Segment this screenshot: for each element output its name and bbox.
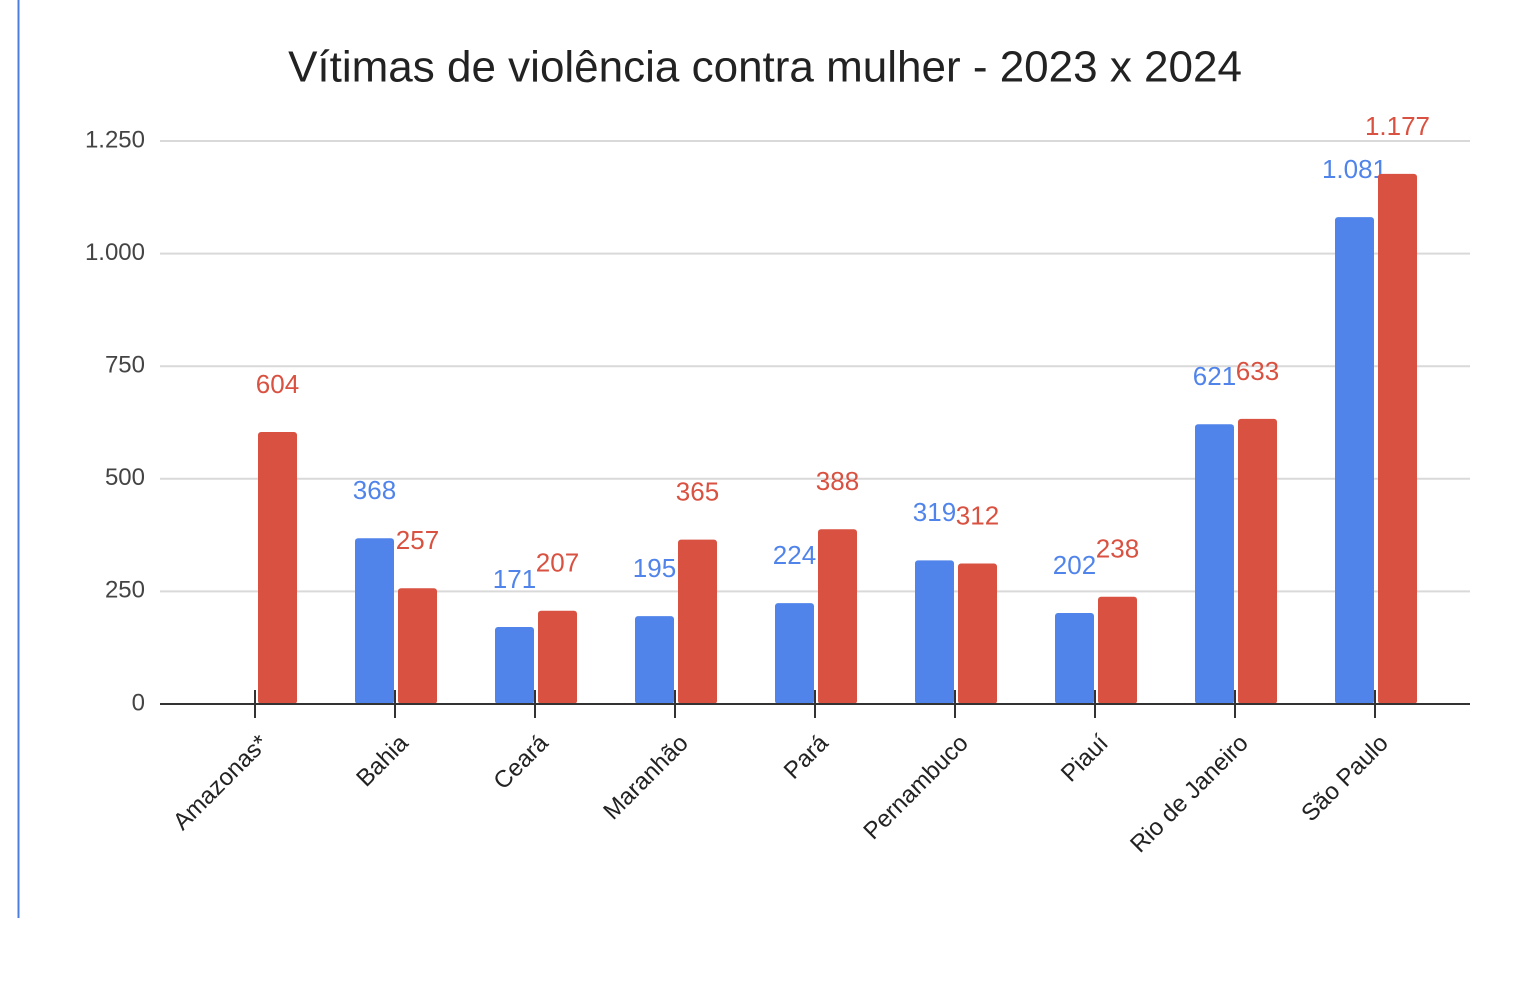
bar: [258, 431, 297, 704]
bar: [958, 563, 997, 704]
bar: [495, 626, 534, 704]
y-tick-label: 1.000: [85, 239, 145, 266]
x-tick-label: Rio de Janeiro: [1125, 730, 1254, 859]
bar: [1335, 217, 1374, 704]
bar: [538, 610, 577, 704]
data-label: 621: [1193, 361, 1236, 391]
bar: [775, 603, 814, 704]
data-label: 202: [1053, 550, 1096, 580]
bar: [818, 529, 857, 704]
data-label: 388: [816, 466, 859, 496]
x-tick-label: Bahia: [351, 729, 414, 792]
bar: [635, 616, 674, 704]
x-tick-label: Piauí: [1056, 729, 1114, 787]
y-tick-label: 1.250: [85, 126, 145, 153]
x-tick-label: Ceará: [488, 729, 554, 795]
x-tick-label: Maranhão: [598, 730, 694, 826]
y-tick-label: 750: [105, 352, 145, 379]
bar: [398, 588, 437, 704]
data-label: 633: [1236, 356, 1279, 386]
x-tick-label: Amazonas*: [168, 730, 274, 836]
bar: [355, 538, 394, 704]
data-label: 312: [956, 500, 999, 530]
x-tick-label: Pernambuco: [858, 730, 973, 845]
x-tick-label: São Paulo: [1296, 730, 1393, 827]
y-tick-label: 500: [105, 464, 145, 491]
data-label: 195: [633, 553, 676, 583]
bar: [1098, 596, 1137, 704]
data-label: 604: [256, 369, 299, 399]
chart-title: Vítimas de violência contra mulher - 202…: [288, 43, 1242, 92]
bar: [1195, 424, 1234, 704]
y-tick-label: 250: [105, 577, 145, 604]
data-label: 224: [773, 540, 816, 570]
data-label: 319: [913, 497, 956, 527]
y-tick-label: 0: [132, 689, 145, 716]
bar: [915, 560, 954, 704]
data-label: 257: [396, 525, 439, 555]
data-label: 1.177: [1365, 111, 1430, 141]
bar: [1055, 613, 1094, 704]
data-label: 365: [676, 476, 719, 506]
data-label: 368: [353, 475, 396, 505]
data-label: 171: [493, 564, 536, 594]
bar: [1238, 418, 1277, 704]
data-label: 1.081: [1322, 154, 1387, 184]
data-label: 238: [1096, 534, 1139, 564]
bar: [1378, 173, 1417, 704]
data-label: 207: [536, 548, 579, 578]
bar: [678, 539, 717, 704]
x-tick-label: Pará: [779, 729, 834, 784]
